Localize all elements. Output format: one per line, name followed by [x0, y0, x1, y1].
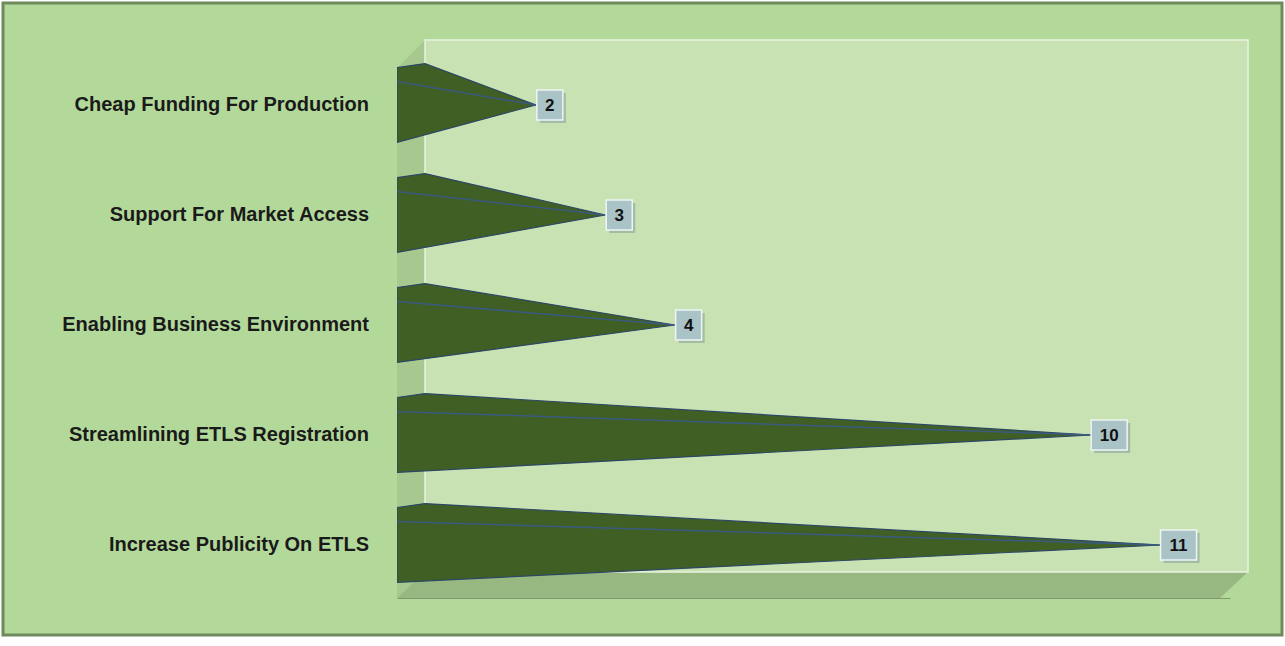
chart: Cheap Funding For Production Support For …	[0, 0, 1285, 646]
data-label: 11	[1170, 536, 1188, 555]
tick: Streamlining ETLS Registration	[69, 423, 369, 445]
tick-label: Cheap Funding For Production	[75, 93, 369, 115]
data-label: 10	[1100, 426, 1119, 445]
data-label-box	[606, 200, 632, 230]
bar-edge	[397, 302, 675, 325]
bars	[397, 64, 1161, 583]
x-axis	[398, 598, 1231, 599]
data-label-box	[1091, 420, 1127, 450]
data-label: 2	[545, 96, 554, 115]
tick-label: Support For Market Access	[110, 203, 369, 225]
bar-edge	[397, 82, 536, 105]
data-label-box	[1161, 530, 1197, 560]
bar-edge	[397, 522, 1161, 545]
tick-label: Increase Publicity On ETLS	[109, 533, 369, 555]
x-axis-line	[398, 598, 1231, 599]
bar	[397, 394, 1091, 473]
tick: Increase Publicity On ETLS	[109, 533, 369, 555]
tick: Enabling Business Environment	[62, 313, 369, 335]
y-axis: Cheap Funding For Production Support For …	[62, 51, 397, 601]
data-label: 4	[684, 316, 694, 335]
tick: Support For Market Access	[110, 203, 369, 225]
bar	[397, 284, 675, 363]
data-label-box	[676, 310, 702, 340]
bar	[397, 64, 536, 143]
bar-edge	[397, 412, 1091, 435]
data-label: 3	[615, 206, 624, 225]
bar	[397, 174, 605, 253]
tick-label: Streamlining ETLS Registration	[69, 423, 369, 445]
data-label-box	[537, 90, 563, 120]
bar	[397, 504, 1161, 583]
tick-label: Enabling Business Environment	[62, 313, 369, 335]
background	[3, 3, 1282, 635]
bar-edge	[397, 192, 605, 215]
tick: Cheap Funding For Production	[75, 93, 369, 115]
data-labels: 2 3 4 10 11	[537, 90, 1200, 563]
